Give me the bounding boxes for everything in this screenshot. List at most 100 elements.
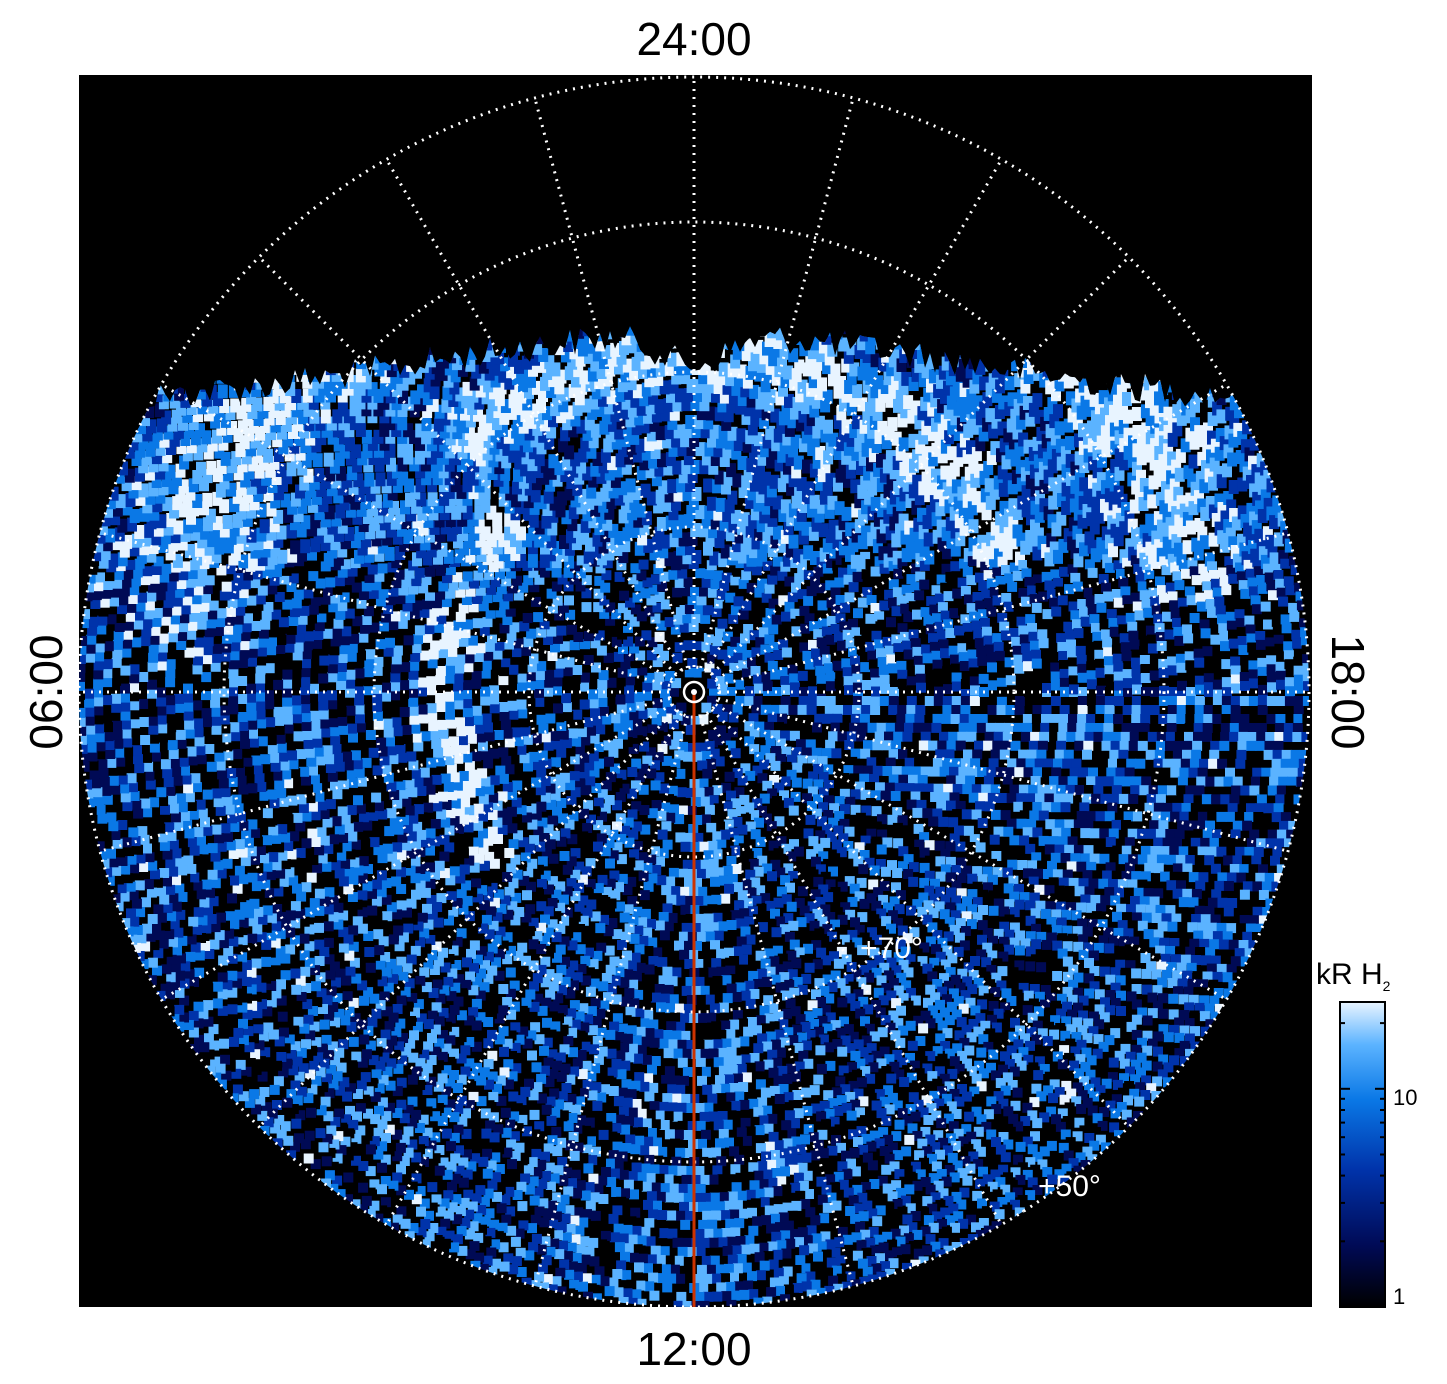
emission-cell	[568, 505, 579, 520]
emission-cell	[771, 696, 782, 706]
emission-cell	[646, 427, 657, 442]
emission-cell	[493, 834, 503, 844]
emission-cell	[522, 613, 533, 623]
emission-cell	[715, 821, 725, 832]
emission-cell	[860, 551, 871, 566]
emission-cell	[483, 722, 493, 733]
emission-cell	[1067, 648, 1077, 659]
emission-cell	[561, 702, 572, 713]
emission-cell	[958, 605, 968, 616]
emission-cell	[565, 609, 576, 620]
emission-cell	[421, 575, 432, 585]
emission-cell	[1051, 606, 1062, 617]
emission-cell	[484, 784, 495, 795]
emission-cell	[497, 808, 508, 819]
emission-cell	[811, 856, 821, 867]
emission-cell	[949, 792, 960, 803]
emission-cell	[789, 939, 800, 950]
emission-cell	[908, 601, 919, 612]
emission-cell	[876, 478, 887, 493]
emission-cell	[346, 805, 357, 816]
emission-cell	[520, 852, 531, 863]
emission-cell	[739, 794, 750, 805]
emission-cell	[741, 570, 752, 581]
emission-cell	[672, 523, 683, 538]
emission-cell	[585, 858, 596, 869]
emission-cell	[480, 750, 491, 760]
emission-cell	[384, 826, 395, 837]
emission-cell	[780, 776, 791, 787]
emission-cell	[453, 620, 464, 631]
emission-cell	[881, 740, 892, 751]
emission-cell	[707, 678, 718, 689]
emission-cell	[888, 597, 898, 608]
emission-cell	[622, 423, 633, 438]
emission-cell	[492, 592, 503, 603]
emission-cell	[612, 778, 623, 789]
emission-cell	[566, 878, 577, 889]
emission-cell	[381, 691, 391, 702]
emission-cell	[640, 483, 651, 498]
emission-cell	[794, 995, 805, 1006]
emission-cell	[668, 569, 679, 580]
emission-cell	[699, 859, 710, 870]
emission-cell	[498, 684, 508, 694]
emission-cell	[942, 758, 953, 769]
emission-cell	[325, 799, 336, 810]
emission-cell	[907, 749, 918, 760]
emission-cell	[878, 546, 889, 561]
emission-cell	[616, 834, 627, 844]
emission-cell	[638, 763, 649, 774]
emission-cell	[595, 923, 606, 934]
emission-cell	[582, 887, 592, 898]
emission-cell	[602, 477, 613, 492]
emission-cell	[721, 416, 732, 431]
emission-cell	[660, 688, 670, 699]
emission-cell	[725, 695, 736, 706]
emission-cell	[435, 693, 446, 703]
emission-cell	[593, 588, 604, 599]
emission-cell	[713, 1057, 724, 1068]
emission-cell	[871, 686, 881, 697]
emission-cell	[896, 595, 907, 606]
emission-cell	[1074, 740, 1085, 751]
emission-cell	[699, 397, 710, 412]
emission-cell	[996, 705, 1007, 715]
emission-cell	[966, 640, 977, 651]
emission-cell	[880, 581, 890, 592]
emission-cell	[666, 704, 677, 715]
emission-cell	[708, 795, 719, 806]
emission-cell	[444, 842, 455, 853]
emission-cell	[629, 496, 640, 511]
emission-cell	[898, 513, 909, 528]
emission-cell	[463, 519, 474, 534]
emission-cell	[736, 428, 747, 443]
emission-cell	[693, 604, 704, 615]
emission-cell	[776, 419, 787, 434]
emission-cell	[1037, 629, 1048, 640]
emission-cell	[479, 625, 490, 636]
emission-cell	[498, 675, 509, 686]
emission-cell	[876, 844, 887, 855]
emission-cell	[475, 643, 486, 654]
emission-cell	[944, 749, 955, 760]
emission-cell	[303, 738, 314, 749]
emission-cell	[680, 714, 691, 725]
emission-cell	[983, 740, 994, 751]
emission-cell	[556, 747, 567, 758]
emission-cell	[472, 618, 483, 629]
emission-cell	[669, 804, 679, 815]
emission-cell	[833, 705, 844, 715]
emission-cell	[913, 655, 924, 666]
emission-cell	[760, 729, 771, 740]
emission-cell	[772, 796, 782, 806]
emission-cell	[837, 640, 847, 651]
emission-cell	[434, 860, 445, 871]
emission-cell	[409, 714, 420, 725]
emission-cell	[1042, 767, 1052, 778]
emission-cell	[653, 435, 664, 450]
emission-cell	[548, 508, 559, 523]
emission-cell	[449, 833, 459, 844]
emission-cell	[934, 621, 945, 632]
emission-cell	[512, 480, 522, 495]
